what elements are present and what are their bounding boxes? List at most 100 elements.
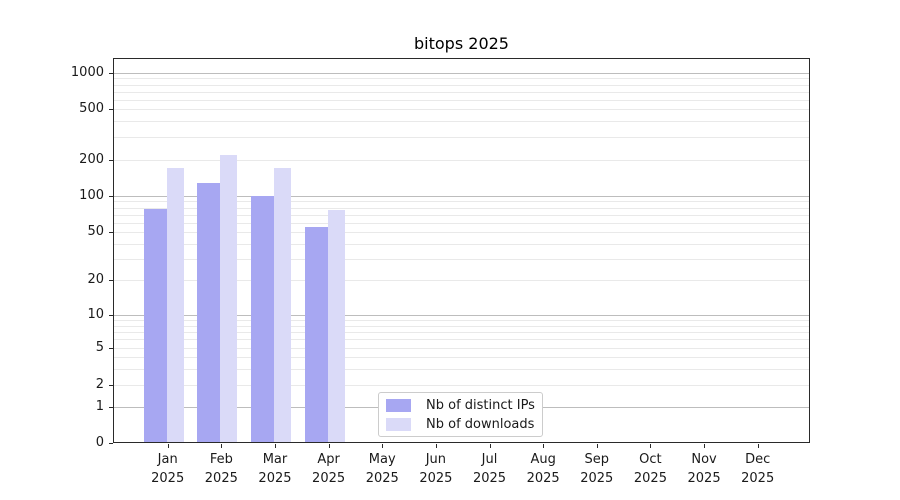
gridline-700 <box>114 91 809 93</box>
x-label-apr: Apr 2025 <box>297 450 361 488</box>
legend-item-distinct-ips: Nb of distinct IPs <box>386 397 535 413</box>
legend-item-downloads: Nb of downloads <box>386 416 535 432</box>
bar-distinct-ips-mar <box>250 196 274 442</box>
x-label-jul: Jul 2025 <box>458 450 522 488</box>
x-label-aug: Aug 2025 <box>511 450 575 488</box>
gridline-4 <box>114 357 809 358</box>
y-tick-label-50: 50 <box>87 224 104 239</box>
gridline-20 <box>114 280 809 281</box>
x-label-month-jan: Jan <box>157 452 178 467</box>
x-label-month-aug: Aug <box>530 452 556 467</box>
x-label-year-feb: 2025 <box>204 471 238 486</box>
gridline-90 <box>114 201 809 203</box>
plot-area <box>113 58 810 443</box>
x-label-mar: Mar 2025 <box>243 450 307 488</box>
gridline-400 <box>114 121 809 123</box>
y-tick-label-100: 100 <box>79 188 104 203</box>
bar-distinct-ips-apr <box>304 227 328 442</box>
y-tick-label-1000: 1000 <box>70 65 104 80</box>
y-tick-10 <box>109 315 113 316</box>
x-label-month-mar: Mar <box>262 452 288 467</box>
y-tick-label-10: 10 <box>87 307 104 322</box>
gridline-major-10 <box>114 315 809 316</box>
y-tick-label-500: 500 <box>79 101 104 116</box>
x-tick-aug <box>543 444 545 448</box>
legend-swatch-distinct-ips <box>386 398 411 412</box>
x-label-month-may: May <box>368 452 396 467</box>
legend-swatch-downloads <box>386 417 411 431</box>
x-tick-feb <box>221 444 223 448</box>
x-tick-dec <box>757 444 759 448</box>
x-label-jan: Jan 2025 <box>136 450 200 488</box>
legend-label-downloads: Nb of downloads <box>426 416 535 432</box>
x-label-jun: Jun 2025 <box>404 450 468 488</box>
y-tick-1000 <box>109 73 113 74</box>
bar-distinct-ips-feb <box>197 183 221 442</box>
y-tick-200 <box>109 160 113 161</box>
x-label-month-jul: Jul <box>481 452 498 467</box>
y-tick-20 <box>109 280 113 281</box>
gridline-300 <box>114 137 809 139</box>
gridline-3 <box>114 368 809 370</box>
gridline-50 <box>114 232 809 233</box>
x-label-month-sep: Sep <box>584 452 610 467</box>
bar-downloads-apr <box>327 210 345 442</box>
gridline-30 <box>114 258 809 260</box>
x-label-year-aug: 2025 <box>526 471 560 486</box>
x-label-month-apr: Apr <box>317 452 340 467</box>
x-tick-may <box>382 444 384 448</box>
legend-label-distinct-ips: Nb of distinct IPs <box>426 397 535 413</box>
y-tick-label-20: 20 <box>87 272 104 287</box>
x-label-year-may: 2025 <box>365 471 399 486</box>
gridline-7 <box>114 331 809 333</box>
x-label-year-jun: 2025 <box>419 471 453 486</box>
x-label-feb: Feb 2025 <box>189 450 253 488</box>
gridline-200 <box>114 160 809 161</box>
x-label-year-sep: 2025 <box>580 471 614 486</box>
x-label-year-jul: 2025 <box>472 471 507 486</box>
x-label-nov: Nov 2025 <box>672 450 736 488</box>
gridline-40 <box>114 243 809 245</box>
y-tick-label-2: 2 <box>95 377 104 392</box>
bar-downloads-jan <box>166 168 184 442</box>
gridline-2 <box>114 385 809 386</box>
x-label-dec: Dec 2025 <box>726 450 790 488</box>
gridline-60 <box>114 222 809 224</box>
x-label-month-jun: Jun <box>425 452 447 467</box>
gridline-600 <box>114 99 809 101</box>
bar-distinct-ips-jan <box>143 208 167 442</box>
x-tick-mar <box>274 444 276 448</box>
x-tick-jun <box>435 444 437 448</box>
x-label-may: May 2025 <box>350 450 414 488</box>
gridline-900 <box>114 78 809 80</box>
bar-downloads-mar <box>273 168 291 442</box>
y-tick-2 <box>109 385 113 386</box>
gridline-9 <box>114 320 809 322</box>
y-tick-label-5: 5 <box>95 340 104 355</box>
x-label-month-feb: Feb <box>209 452 233 467</box>
gridline-major-1000 <box>114 73 809 74</box>
x-tick-jul <box>489 444 491 448</box>
y-tick-1 <box>109 407 113 408</box>
x-label-month-nov: Nov <box>691 452 717 467</box>
x-label-year-apr: 2025 <box>312 471 346 486</box>
gridline-80 <box>114 207 809 209</box>
gridline-major-100 <box>114 196 809 197</box>
gridline-6 <box>114 339 809 341</box>
x-label-month-oct: Oct <box>639 452 662 467</box>
gridline-8 <box>114 325 809 327</box>
x-label-sep: Sep 2025 <box>565 450 629 488</box>
x-label-year-jan: 2025 <box>151 471 185 486</box>
gridline-5 <box>114 348 809 349</box>
chart-title: bitops 2025 <box>414 34 509 53</box>
x-label-year-nov: 2025 <box>687 471 721 486</box>
gridline-70 <box>114 214 809 216</box>
y-tick-label-200: 200 <box>79 152 104 167</box>
x-label-year-mar: 2025 <box>258 471 292 486</box>
gridline-500 <box>114 109 809 110</box>
y-tick-label-1: 1 <box>95 399 104 414</box>
y-tick-5 <box>109 348 113 349</box>
y-tick-0 <box>109 443 113 444</box>
x-label-month-dec: Dec <box>745 452 771 467</box>
